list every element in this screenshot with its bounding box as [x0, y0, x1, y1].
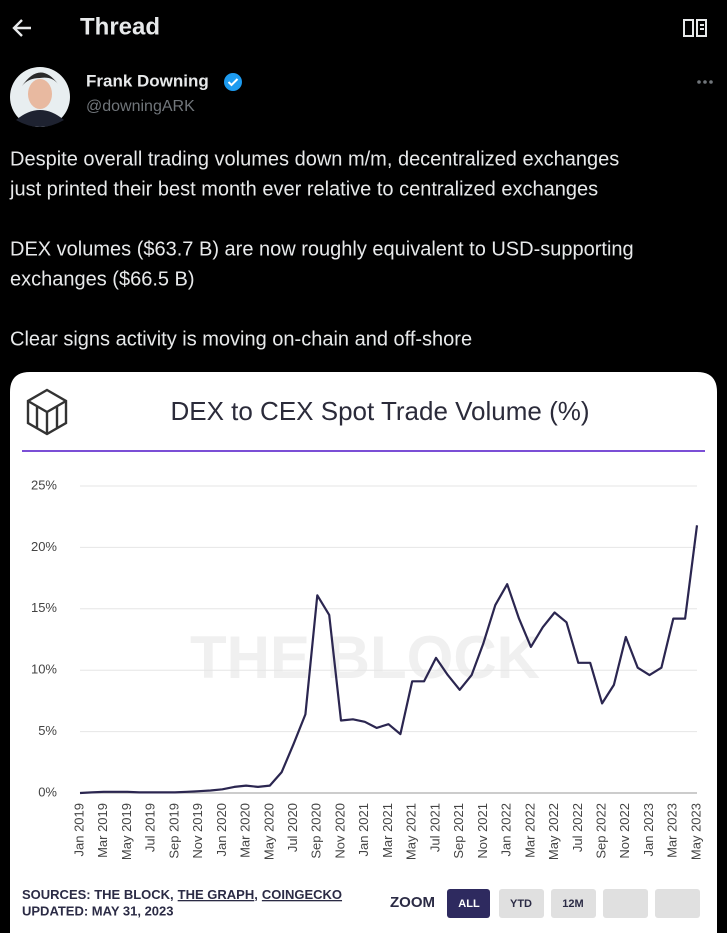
- chart-title: DEX to CEX Spot Trade Volume (%): [170, 396, 589, 426]
- zoom-button[interactable]: [499, 889, 544, 918]
- zoom-button[interactable]: [603, 889, 648, 918]
- x-tick-label: Nov 2019: [190, 803, 205, 859]
- data-line: [79, 525, 699, 795]
- updated: UPDATED: MAY 31, 2023: [22, 903, 174, 918]
- x-tick-label: Nov 2021: [475, 803, 490, 859]
- x-tick-label: Jan 2023: [641, 803, 656, 857]
- x-tick-label: May 2021: [404, 803, 419, 860]
- x-tick-label: Nov 2022: [617, 803, 632, 859]
- author-name[interactable]: Frank Downing: [86, 71, 209, 90]
- avatar[interactable]: [10, 67, 70, 127]
- source-part: THE GRAPH: [178, 887, 255, 902]
- y-tick-label: 25%: [31, 477, 57, 492]
- author-handle[interactable]: @downingARK: [86, 98, 195, 115]
- zoom-button-label: YTD: [510, 898, 532, 910]
- sources: SOURCES: THE BLOCK, THE GRAPH, COINGECKO: [22, 887, 342, 902]
- tweet-text: Despite overall trading volumes down m/m…: [10, 148, 619, 170]
- x-tick-label: Jan 2022: [499, 803, 514, 857]
- reader-icon[interactable]: [683, 19, 707, 37]
- x-tick-label: May 2022: [546, 803, 561, 860]
- zoom-button[interactable]: [551, 889, 596, 918]
- x-tick-label: Mar 2023: [665, 803, 680, 858]
- tweet-text: Clear signs activity is moving on-chain …: [10, 328, 472, 350]
- more-menu[interactable]: [697, 80, 713, 84]
- watermark: THE BLOCK: [190, 624, 540, 691]
- x-tick-label: Mar 2019: [95, 803, 110, 858]
- x-tick-label: Jul 2021: [427, 803, 442, 852]
- x-tick-label: Jan 2019: [71, 803, 86, 857]
- block-logo: [26, 388, 68, 436]
- x-tick-label: Jul 2020: [285, 803, 300, 852]
- x-tick-label: May 2019: [119, 803, 134, 860]
- x-tick-label: Sep 2020: [309, 803, 324, 859]
- tweet-text: exchanges ($66.5 B): [10, 268, 195, 290]
- back-button[interactable]: [12, 19, 31, 37]
- x-tick-label: Jul 2022: [570, 803, 585, 852]
- x-tick-label: Jan 2020: [214, 803, 229, 857]
- verified-badge: [224, 73, 242, 91]
- x-tick-label: Sep 2021: [451, 803, 466, 859]
- zoom-button[interactable]: [655, 889, 700, 918]
- x-tick-label: May 2023: [688, 803, 703, 860]
- tweet-text: DEX volumes ($63.7 B) are now roughly eq…: [10, 238, 634, 260]
- tweet-text: just printed their best month ever relat…: [9, 178, 598, 200]
- x-tick-label: May 2020: [261, 803, 276, 860]
- x-tick-label: Jul 2019: [143, 803, 158, 852]
- y-tick-label: 10%: [31, 662, 57, 677]
- x-tick-label: Mar 2022: [522, 803, 537, 858]
- y-tick-label: 5%: [38, 723, 57, 738]
- source-part: COINGECKO: [262, 887, 342, 902]
- x-tick-label: Sep 2019: [166, 803, 181, 859]
- x-tick-label: Mar 2020: [238, 803, 253, 858]
- zoom-button-label: ALL: [458, 898, 480, 910]
- header-title: Thread: [80, 13, 160, 40]
- x-tick-label: Nov 2020: [332, 803, 347, 859]
- zoom-label: ZOOM: [390, 894, 435, 911]
- source-part: ,: [254, 887, 258, 902]
- y-tick-label: 15%: [31, 600, 57, 615]
- source-part: SOURCES: THE BLOCK,: [22, 887, 174, 902]
- zoom-button[interactable]: [447, 889, 490, 918]
- x-tick-label: Sep 2022: [594, 803, 609, 859]
- x-tick-label: Jan 2021: [356, 803, 371, 857]
- y-tick-label: 20%: [31, 539, 57, 554]
- x-tick-label: Mar 2021: [380, 803, 395, 858]
- zoom-button-label: 12M: [562, 898, 583, 910]
- y-tick-label: 0%: [38, 784, 57, 799]
